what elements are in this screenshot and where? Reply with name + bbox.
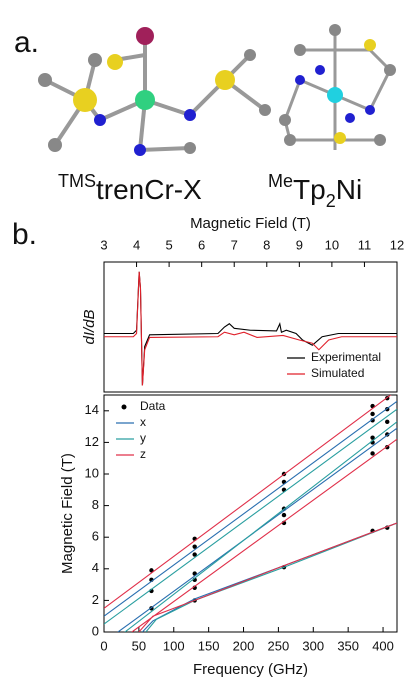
data-point [385,420,389,424]
legend-label: y [140,431,146,445]
x-tick-label: 100 [163,638,185,653]
x-tick-label: 50 [132,638,146,653]
y-tick-label: 10 [85,465,99,480]
x-tick-label: 10 [325,237,339,252]
caption-text: Tp [293,174,326,205]
x-axis-label: Frequency (GHz) [193,661,308,678]
y-tick-label: 2 [92,592,99,607]
molecule-left-atoms [38,27,271,156]
y-tick-label: 14 [85,402,99,417]
legend-label: z [140,447,146,461]
x-tick-label: 6 [198,237,205,252]
y-tick-label: 6 [92,529,99,544]
x-tick-label: 11 [358,237,372,252]
x-tick-label: 3 [100,237,107,252]
caption-sub: 2 [326,191,336,211]
caption-sup: TMS [58,171,96,191]
x-tick-label: 9 [296,237,303,252]
data-point [370,412,374,416]
y-tick-label: 12 [85,434,99,449]
caption-sup: Me [268,171,293,191]
x-tick-label: 250 [268,638,290,653]
series-line [104,409,397,632]
caption-text: Ni [336,174,362,205]
y-axis-label: dI/dB [81,309,98,344]
legend-label: Simulated [311,366,364,380]
y-tick-label: 4 [92,560,99,575]
y-axis-label: Magnetic Field (T) [59,453,76,574]
series-line [104,390,397,632]
legend-marker [122,405,127,410]
x-tick-label: 200 [233,638,255,653]
x-axis-label: Magnetic Field (T) [190,215,311,232]
x-tick-label: 400 [372,638,394,653]
legend-label: x [140,415,146,429]
x-tick-label: 12 [390,237,404,252]
plot-area [104,390,397,632]
x-tick-label: 300 [302,638,324,653]
panel-label: b. [12,218,37,251]
x-tick-label: 5 [165,237,172,252]
y-tick-label: 0 [92,623,99,638]
plot-frame [104,395,397,632]
x-tick-label: 150 [198,638,220,653]
legend-label: Experimental [311,350,381,364]
caption: MeTp2Ni [268,171,362,211]
caption-text: trenCr-X [96,174,202,205]
x-tick-label: 8 [263,237,270,252]
x-tick-label: 0 [100,638,107,653]
x-tick-label: 4 [133,237,140,252]
data-point [370,451,374,455]
figure: a. TMStrenCr-X MeTp2Ni b. 34567891 [0,0,404,679]
y-tick-label: 8 [92,497,99,512]
x-tick-label: 350 [337,638,359,653]
panel-label: a. [14,26,39,59]
x-tick-label: 7 [231,237,238,252]
data-point [282,513,286,517]
legend-label: Data [140,399,166,413]
caption: TMStrenCr-X [58,171,202,206]
